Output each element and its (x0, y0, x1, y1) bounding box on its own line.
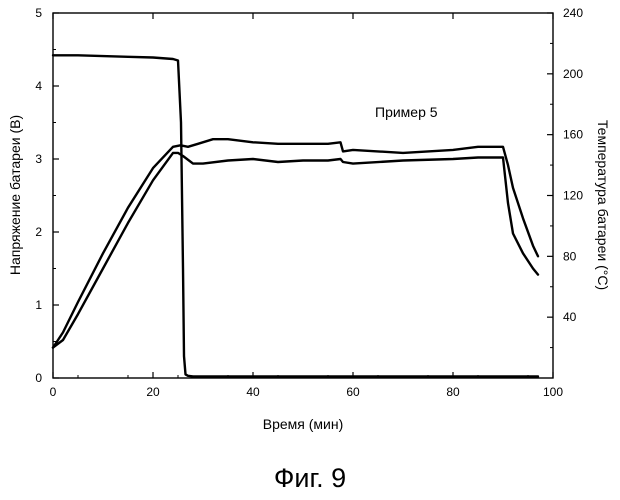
x-tick-label: 80 (446, 385, 460, 399)
y-right-tick-label: 40 (563, 310, 577, 324)
series-lines (53, 55, 538, 376)
axis-ticks: 0 20 40 60 80 100 0 1 2 3 4 5 40 80 120 160 200 240 (35, 6, 583, 399)
x-tick-label: 100 (543, 385, 563, 399)
x-tick-label: 20 (146, 385, 160, 399)
plot-frame (53, 13, 553, 378)
y-left-tick-label: 1 (35, 298, 42, 312)
y-left-tick-label: 4 (35, 79, 42, 93)
temperature-line-1 (53, 153, 538, 348)
y-right-axis-title: Температура батареи (°C) (595, 120, 611, 290)
y-right-tick-label: 80 (563, 249, 577, 263)
y-right-tick-label: 160 (563, 128, 583, 142)
y-right-tick-label: 240 (563, 6, 583, 20)
y-left-tick-label: 0 (35, 371, 42, 385)
figure-caption: Фиг. 9 (274, 463, 346, 493)
temperature-line-2 (53, 139, 538, 347)
y-left-tick-label: 3 (35, 152, 42, 166)
x-tick-label: 60 (346, 385, 360, 399)
x-tick-label: 0 (50, 385, 57, 399)
y-left-tick-label: 2 (35, 225, 42, 239)
y-left-tick-label: 5 (35, 6, 42, 20)
y-right-tick-label: 120 (563, 189, 583, 203)
y-right-tick-label: 200 (563, 67, 583, 81)
voltage-line (53, 55, 538, 376)
y-left-axis-title: Напряжение батареи (В) (7, 115, 23, 275)
x-tick-label: 40 (246, 385, 260, 399)
annotation-example: Пример 5 (375, 104, 438, 120)
x-axis-title: Время (мин) (263, 416, 344, 432)
